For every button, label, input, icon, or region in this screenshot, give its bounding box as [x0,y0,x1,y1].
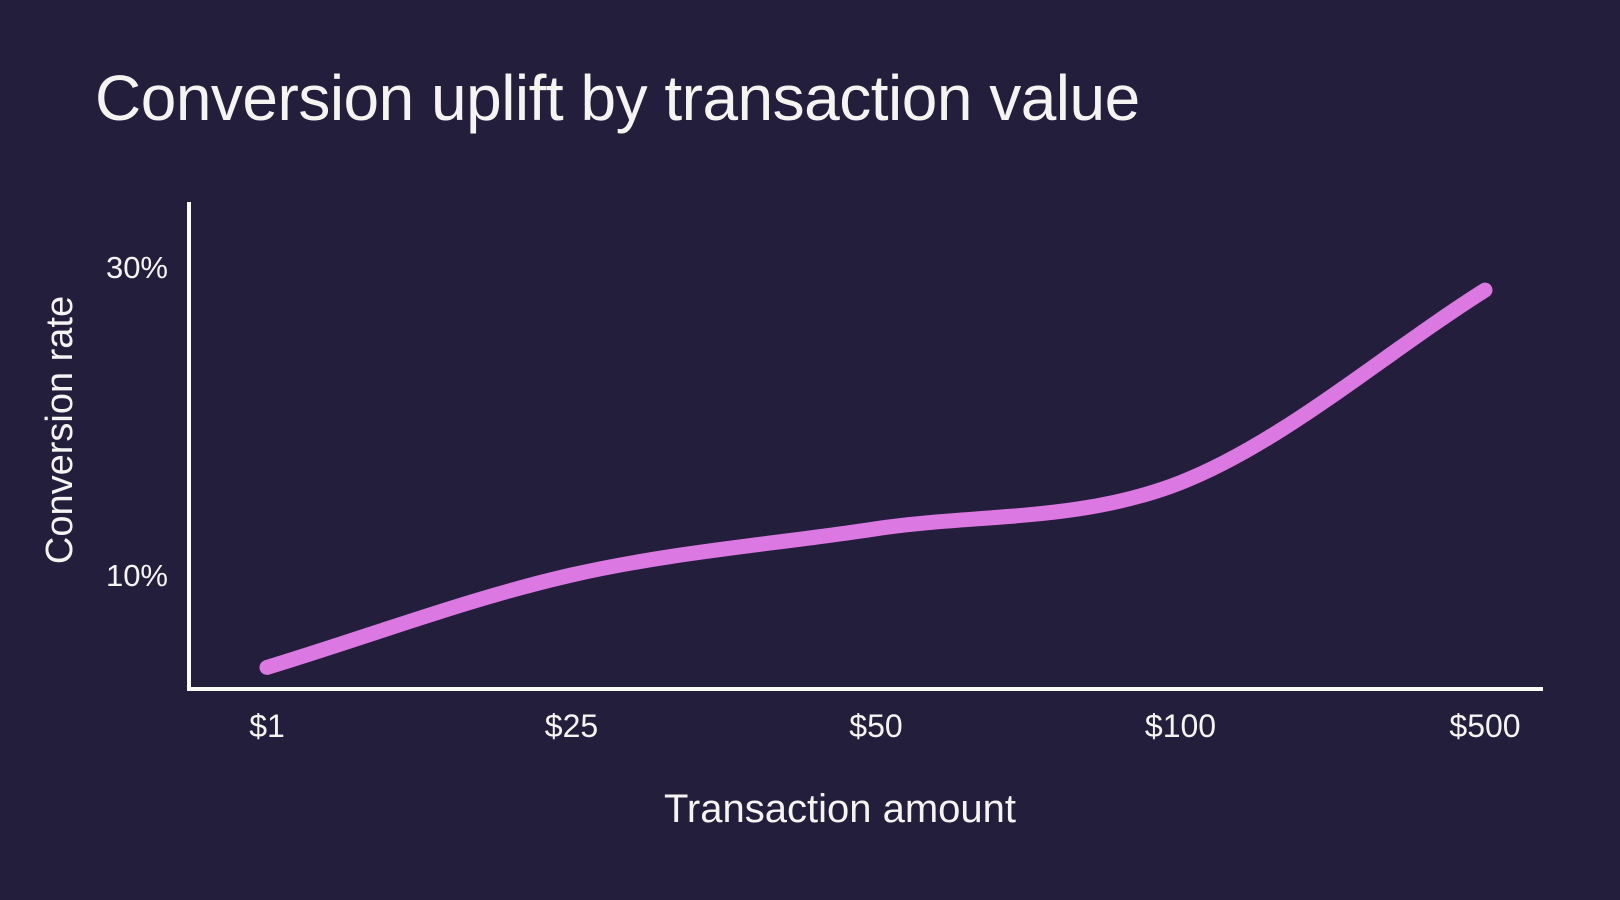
x-tick-label-500: $500 [1449,708,1520,744]
chart-title: Conversion uplift by transaction value [95,62,1140,134]
y-axis-title: Conversion rate [39,296,81,564]
x-tick-label-50: $50 [849,708,902,744]
conversion-rate-line [259,282,1493,675]
x-tick-label-25: $25 [545,708,598,744]
x-tick-label-1: $1 [249,708,285,744]
y-tick-label-30: 30% [106,250,168,285]
x-tick-label-100: $100 [1145,708,1216,744]
y-tick-label-10: 10% [106,558,168,593]
x-axis-title: Transaction amount [664,787,1016,831]
